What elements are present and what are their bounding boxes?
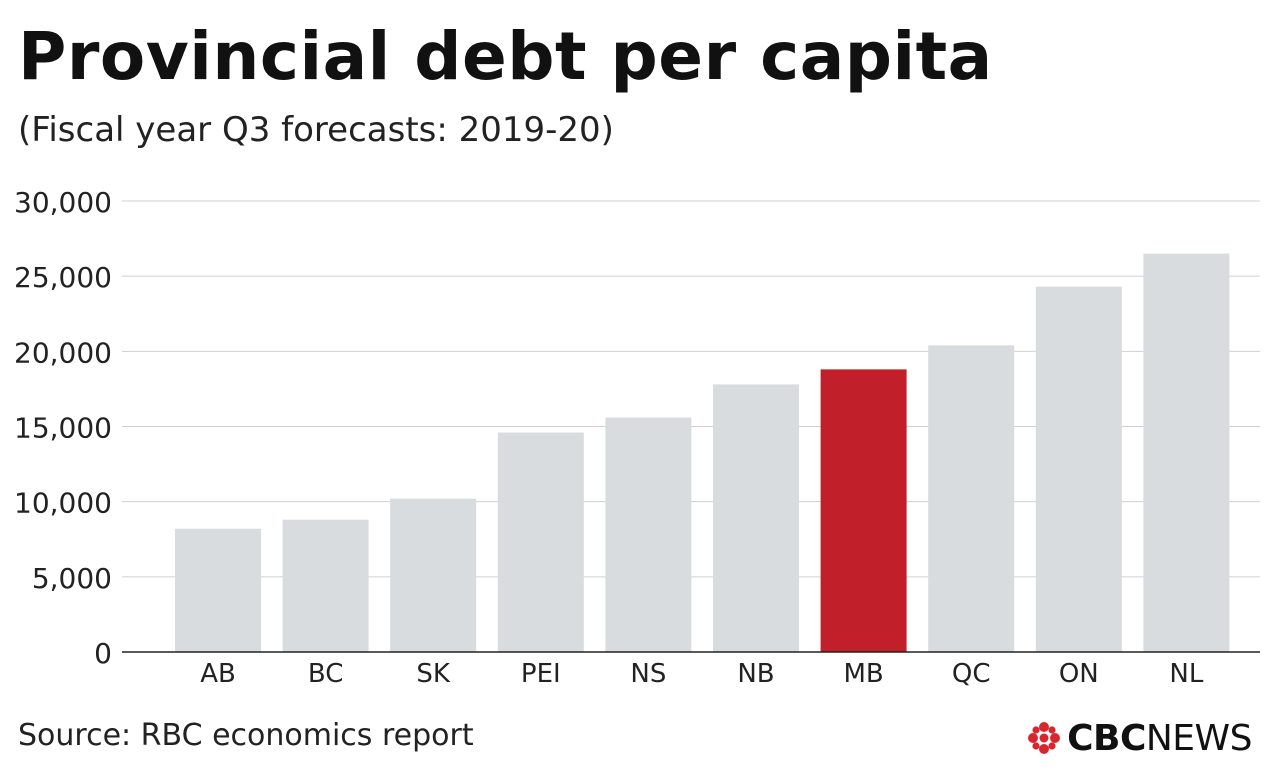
y-tick-label: 10,000 (14, 487, 112, 520)
chart-subtitle: (Fiscal year Q3 forecasts: 2019-20) (18, 110, 614, 150)
chart-title: Provincial debt per capita (18, 18, 993, 95)
bar-ns (605, 417, 692, 652)
y-tick-label: 25,000 (14, 261, 112, 294)
cbc-gem-icon (1028, 722, 1061, 754)
x-tick-label: NS (630, 659, 666, 689)
y-tick-label: 20,000 (14, 336, 112, 369)
bar-nl (1143, 253, 1230, 652)
bar-bc (282, 519, 369, 652)
x-tick-label: PEI (521, 659, 561, 689)
x-tick-label: SK (416, 659, 451, 689)
y-tick-label: 0 (94, 637, 112, 670)
x-tick-label: NB (737, 659, 774, 689)
x-tick-label: MB (843, 659, 883, 689)
x-tick-label: BC (308, 659, 344, 689)
bar-qc (928, 345, 1015, 652)
x-tick-label: AB (200, 659, 236, 689)
y-tick-label: 15,000 (14, 412, 112, 445)
source-note: Source: RBC economics report (18, 718, 474, 753)
bar-on (1035, 286, 1122, 652)
y-tick-label: 5,000 (32, 562, 112, 595)
bar-pei (497, 432, 584, 652)
bar-ab (175, 528, 261, 652)
cbc-news-logo: CBCNEWS (1027, 716, 1253, 760)
x-tick-label: QC (952, 659, 991, 689)
logo-text-regular: NEWS (1145, 717, 1253, 759)
y-tick-label: 30,000 (14, 186, 112, 219)
logo-text-bold: CBC (1067, 717, 1146, 759)
bar-mb (820, 369, 907, 652)
x-tick-label: NL (1169, 659, 1203, 689)
bar-sk (390, 498, 477, 652)
x-tick-label: ON (1059, 659, 1099, 689)
bar-nb (713, 384, 799, 652)
